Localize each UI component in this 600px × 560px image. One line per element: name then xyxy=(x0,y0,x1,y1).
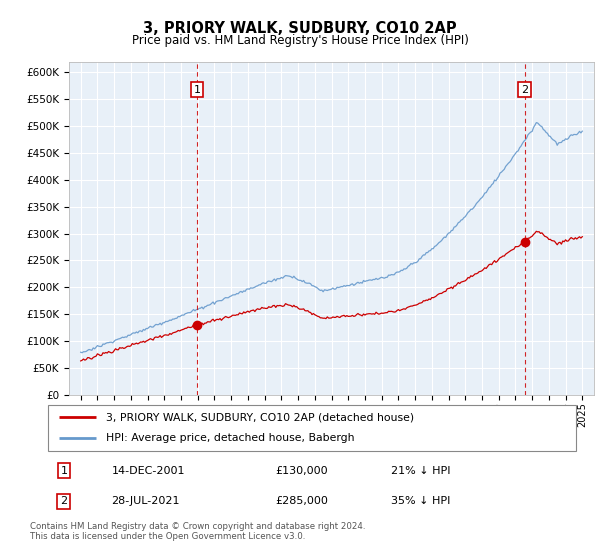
Text: Price paid vs. HM Land Registry's House Price Index (HPI): Price paid vs. HM Land Registry's House … xyxy=(131,34,469,46)
Text: HPI: Average price, detached house, Babergh: HPI: Average price, detached house, Babe… xyxy=(106,433,355,444)
Text: 35% ↓ HPI: 35% ↓ HPI xyxy=(391,496,451,506)
Text: 28-JUL-2021: 28-JUL-2021 xyxy=(112,496,180,506)
Text: £285,000: £285,000 xyxy=(275,496,328,506)
Text: 21% ↓ HPI: 21% ↓ HPI xyxy=(391,465,451,475)
Text: £130,000: £130,000 xyxy=(275,465,328,475)
FancyBboxPatch shape xyxy=(48,405,576,451)
Text: 1: 1 xyxy=(61,465,67,475)
Text: 14-DEC-2001: 14-DEC-2001 xyxy=(112,465,185,475)
Text: 2: 2 xyxy=(60,496,67,506)
Text: 3, PRIORY WALK, SUDBURY, CO10 2AP: 3, PRIORY WALK, SUDBURY, CO10 2AP xyxy=(143,21,457,36)
Text: 2: 2 xyxy=(521,85,528,95)
Text: 3, PRIORY WALK, SUDBURY, CO10 2AP (detached house): 3, PRIORY WALK, SUDBURY, CO10 2AP (detac… xyxy=(106,412,414,422)
Text: 1: 1 xyxy=(194,85,200,95)
Text: Contains HM Land Registry data © Crown copyright and database right 2024.
This d: Contains HM Land Registry data © Crown c… xyxy=(30,522,365,542)
